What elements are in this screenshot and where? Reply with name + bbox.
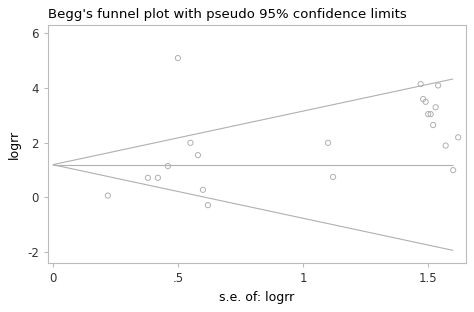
Point — [429, 123, 437, 128]
Point — [164, 163, 172, 168]
Point — [442, 143, 449, 148]
Point — [434, 83, 442, 88]
X-axis label: s.e. of: logrr: s.e. of: logrr — [219, 291, 294, 304]
Point — [417, 81, 424, 86]
Point — [329, 174, 337, 179]
Point — [324, 140, 332, 145]
Point — [204, 202, 212, 207]
Point — [422, 99, 429, 104]
Point — [154, 175, 162, 180]
Point — [199, 187, 207, 192]
Point — [449, 168, 457, 173]
Point — [144, 175, 152, 180]
Text: Begg's funnel plot with pseudo 95% confidence limits: Begg's funnel plot with pseudo 95% confi… — [48, 8, 407, 21]
Point — [432, 105, 439, 110]
Point — [455, 135, 462, 140]
Y-axis label: logrr: logrr — [9, 129, 21, 159]
Point — [104, 193, 112, 198]
Point — [419, 97, 427, 102]
Point — [427, 112, 435, 117]
Point — [194, 153, 202, 158]
Point — [424, 112, 432, 117]
Point — [187, 140, 194, 145]
Point — [174, 56, 182, 61]
